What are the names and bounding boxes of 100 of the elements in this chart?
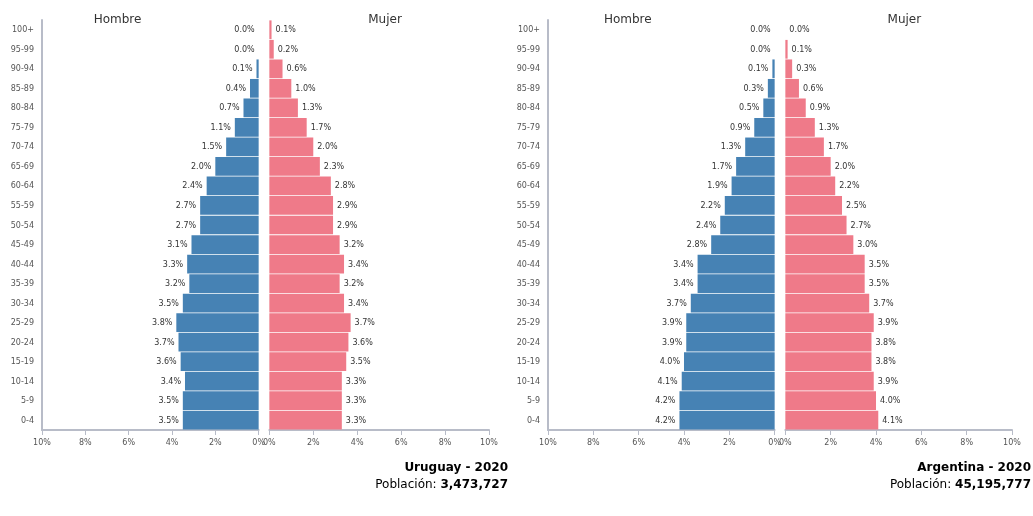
text: Uruguay - 2020 <box>404 460 508 474</box>
data-label: 3.0% <box>857 240 879 250</box>
data-label: 3.2% <box>165 279 186 289</box>
data-label: 3.9% <box>877 318 899 328</box>
data-label: 3.7% <box>873 298 894 308</box>
data-label: 2.4% <box>182 181 204 191</box>
data-label: 0.0% <box>234 44 256 54</box>
data-label: 2.4% <box>695 220 717 230</box>
data-label: 3.3% <box>162 259 184 269</box>
y-tick-label: 80-84 <box>516 103 540 113</box>
x-tick-label: 8% <box>960 437 974 447</box>
data-label: 3.5% <box>158 415 180 425</box>
data-label: 2.0% <box>191 161 212 171</box>
data-label: 1.3% <box>720 142 742 152</box>
text: Argentina - 2020 <box>917 460 1031 474</box>
data-label: 0.4% <box>225 83 247 93</box>
y-tick-label: 65-69 <box>516 161 540 171</box>
data-label: 0.7% <box>219 103 240 113</box>
x-tick-label: 4% <box>677 437 691 447</box>
data-label: 2.7% <box>175 200 197 210</box>
data-label: 3.5% <box>158 396 180 406</box>
y-tick-label: 75-79 <box>516 122 540 132</box>
y-tick-label: 30-34 <box>10 298 34 308</box>
x-tick-label: 8% <box>78 437 93 447</box>
data-label: 3.2% <box>343 279 365 289</box>
x-tick-label: 6% <box>914 437 929 447</box>
y-tick-label: 85-89 <box>516 83 540 93</box>
text: Población: 45,195,777 <box>889 477 1032 491</box>
data-label: 4.1% <box>882 415 903 425</box>
data-label: 4.2% <box>655 415 676 425</box>
data-label: 2.9% <box>337 220 358 230</box>
data-label: 1.9% <box>707 181 728 191</box>
x-tick-label: 10% <box>539 437 558 447</box>
y-tick-label: 15-19 <box>10 357 34 367</box>
y-tick-label: 10-14 <box>516 376 540 386</box>
data-label: 3.3% <box>345 415 367 425</box>
data-label: 3.5% <box>158 298 180 308</box>
data-label: 3.3% <box>345 396 367 406</box>
y-tick-label: 50-54 <box>10 220 34 230</box>
data-label: 3.7% <box>666 298 688 308</box>
y-tick-label: 0-4 <box>20 415 34 425</box>
y-tick-label: 40-44 <box>516 259 540 269</box>
y-tick-label: 25-29 <box>10 318 34 328</box>
data-label: 2.3% <box>323 161 345 171</box>
data-label: 0.0% <box>750 25 772 35</box>
x-tick-label: 8% <box>438 437 452 447</box>
chart-title: Mujer <box>368 12 402 26</box>
data-label: 4.2% <box>655 396 676 406</box>
x-tick-label: 4% <box>869 437 883 447</box>
data-label: 3.8% <box>875 337 897 347</box>
data-label: 1.7% <box>827 142 849 152</box>
data-label: 0.5% <box>738 103 760 113</box>
y-tick-label: 95-99 <box>10 44 34 54</box>
data-label: 3.4% <box>673 279 694 289</box>
y-tick-label: 40-44 <box>10 259 34 269</box>
data-label: 3.5% <box>868 279 890 289</box>
y-tick-label: 50-54 <box>516 220 540 230</box>
y-tick-label: 100+ <box>12 25 34 35</box>
y-tick-label: 20-24 <box>516 337 540 347</box>
data-label: 3.3% <box>345 376 367 386</box>
data-label: 0.6% <box>802 83 824 93</box>
data-label: 0.1% <box>232 64 253 74</box>
y-tick-label: 45-49 <box>10 240 34 250</box>
data-label: 0.0% <box>789 25 811 35</box>
y-tick-label: 65-69 <box>10 161 34 171</box>
y-tick-label: 35-39 <box>516 279 540 289</box>
y-tick-label: 100+ <box>518 25 540 35</box>
data-label: 3.5% <box>350 357 371 367</box>
data-label: 2.9% <box>337 200 358 210</box>
data-label: 2.0% <box>317 142 338 152</box>
y-tick-label: 85-89 <box>10 83 34 93</box>
data-label: 3.6% <box>156 357 178 367</box>
x-tick-label: 2% <box>306 437 321 447</box>
data-label: 1.1% <box>210 122 232 132</box>
x-tick-label: 6% <box>122 437 136 447</box>
data-label: 2.2% <box>839 181 860 191</box>
x-tick-label: 2% <box>824 437 838 447</box>
data-label: 1.3% <box>818 122 840 132</box>
x-tick-label: 10% <box>1003 437 1022 447</box>
data-label: 4.0% <box>659 357 681 367</box>
y-tick-label: 55-59 <box>516 200 540 210</box>
data-label: 2.7% <box>175 220 197 230</box>
chart-title: Hombre <box>93 12 142 26</box>
chart-title: Hombre <box>603 12 652 26</box>
data-label: 3.1% <box>167 240 188 250</box>
y-tick-label: 45-49 <box>516 240 540 250</box>
data-label: 3.6% <box>352 337 374 347</box>
x-tick-label: 6% <box>632 437 646 447</box>
x-tick-label: 2% <box>722 437 737 447</box>
y-tick-label: 75-79 <box>10 122 34 132</box>
y-tick-label: 35-39 <box>10 279 34 289</box>
data-label: 3.4% <box>673 259 694 269</box>
data-label: 2.2% <box>700 200 722 210</box>
data-label: 3.9% <box>661 337 683 347</box>
data-label: 0.1% <box>275 25 297 35</box>
y-tick-label: 20-24 <box>10 337 34 347</box>
data-label: 1.0% <box>295 83 317 93</box>
y-tick-label: 90-94 <box>10 64 34 74</box>
data-label: 0.3% <box>796 64 817 74</box>
data-label: 1.7% <box>711 161 733 171</box>
